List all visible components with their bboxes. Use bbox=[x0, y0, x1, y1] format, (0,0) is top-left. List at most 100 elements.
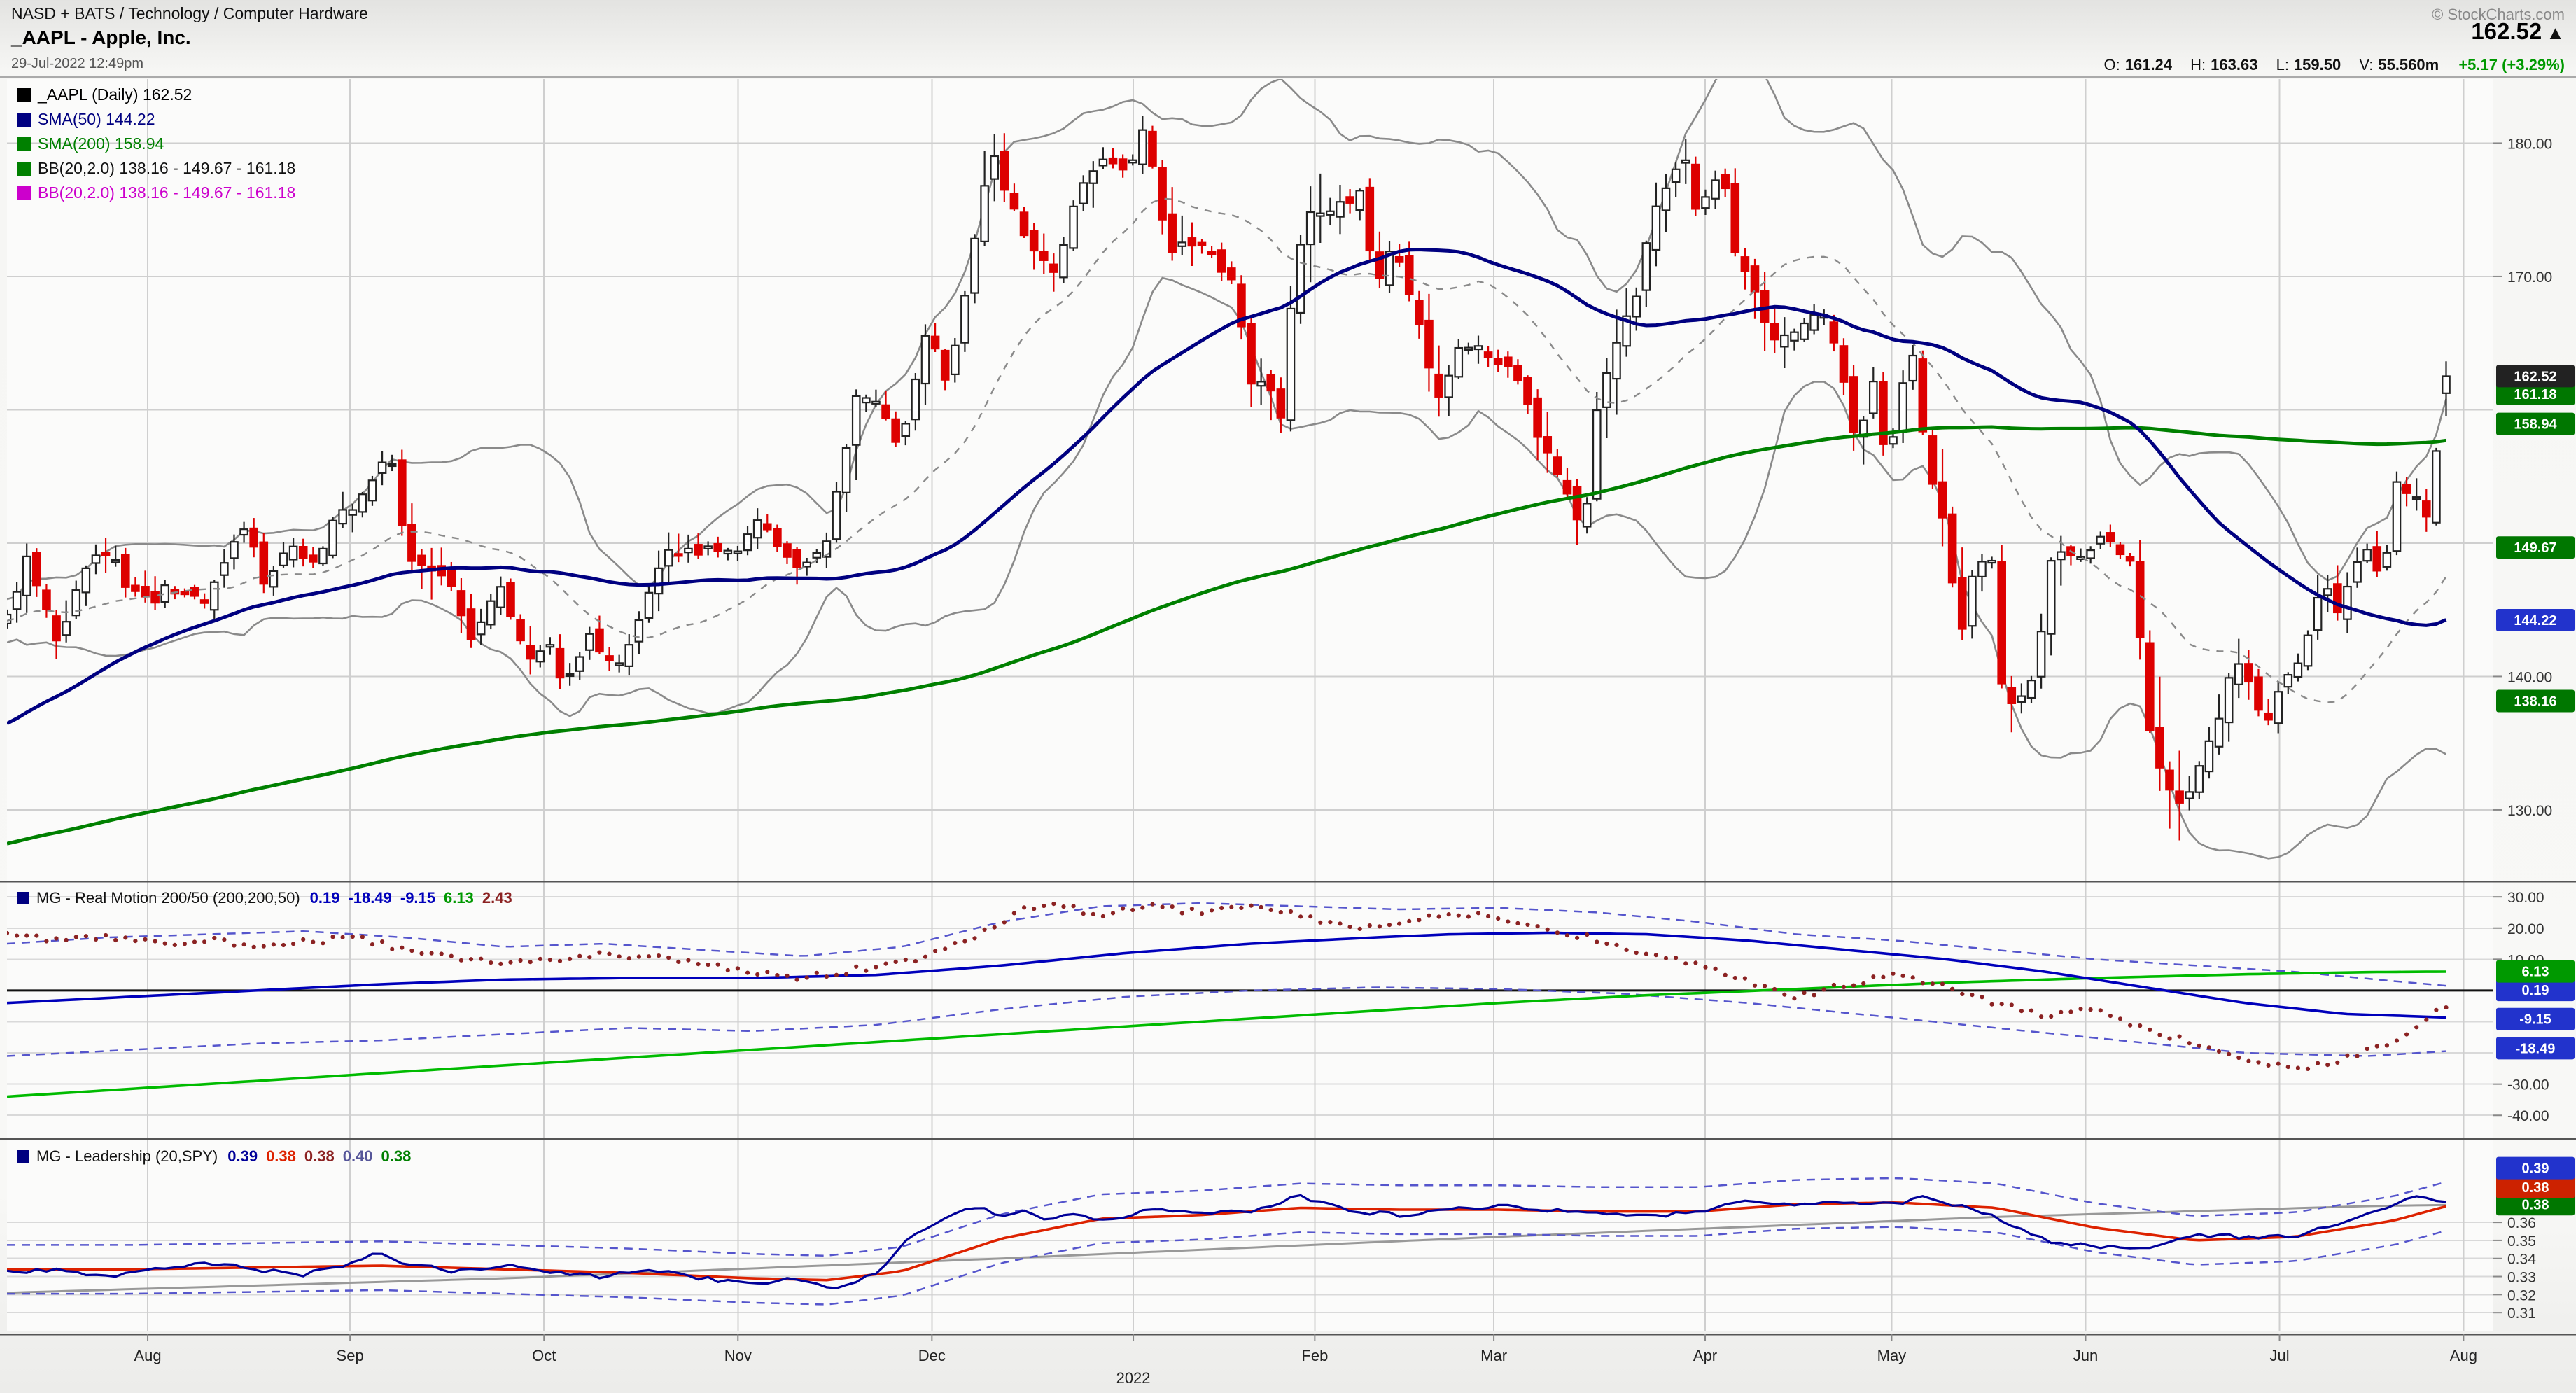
svg-text:170.00: 170.00 bbox=[2507, 270, 2552, 286]
svg-text:140.00: 140.00 bbox=[2507, 669, 2552, 685]
legend-swatch-sma200 bbox=[17, 136, 31, 151]
legend-label-price: _AAPL (Daily) 162.52 bbox=[38, 85, 192, 104]
plot-background bbox=[7, 79, 2493, 1331]
real-motion-legend: MG - Real Motion 200/50 (200,200,50) 0.1… bbox=[17, 889, 521, 907]
candlestick-series bbox=[7, 115, 2451, 841]
real-motion-value: -18.49 bbox=[348, 889, 392, 906]
leadership-line bbox=[7, 1194, 2446, 1289]
high-value: 163.63 bbox=[2211, 56, 2258, 74]
svg-text:144.22: 144.22 bbox=[2514, 613, 2556, 629]
svg-text:0.34: 0.34 bbox=[2507, 1252, 2536, 1268]
svg-text:May: May bbox=[1877, 1347, 1907, 1364]
svg-text:0.33: 0.33 bbox=[2507, 1270, 2536, 1286]
svg-text:Mar: Mar bbox=[1480, 1347, 1507, 1364]
svg-text:0.35: 0.35 bbox=[2507, 1233, 2536, 1250]
low-value: 159.50 bbox=[2293, 56, 2342, 74]
svg-text:162.52: 162.52 bbox=[2514, 369, 2556, 384]
legend-swatch-price bbox=[17, 88, 31, 102]
svg-text:0.38: 0.38 bbox=[2522, 1180, 2549, 1196]
ohlcv-row: O: 161.24 H: 163.63 L: 159.50 V: 55.560m +5.… bbox=[2104, 56, 2566, 74]
svg-text:Dec: Dec bbox=[918, 1347, 946, 1364]
copyright-link[interactable]: © StockCharts.com bbox=[2432, 6, 2565, 23]
main-chart-legend: _AAPL (Daily) 162.52 SMA(50) 144.22 SMA(… bbox=[17, 83, 295, 205]
svg-text:130.00: 130.00 bbox=[2507, 803, 2552, 819]
legend-row-sma50: SMA(50) 144.22 bbox=[17, 107, 295, 132]
sma50-line bbox=[7, 247, 2447, 725]
bollinger-lower-band bbox=[7, 276, 2447, 860]
legend-label-bb1: BB(20,2.0) 138.16 - 149.67 - 161.18 bbox=[38, 159, 296, 177]
svg-text:Aug: Aug bbox=[134, 1347, 161, 1364]
bollinger-upper-band bbox=[7, 79, 2447, 601]
volume-label: V: bbox=[2359, 56, 2374, 74]
symbol-title: _AAPL - Apple, Inc. bbox=[11, 27, 191, 48]
price-up-arrow-icon: ▲ bbox=[2546, 22, 2565, 43]
gridlines bbox=[7, 79, 2493, 1331]
x-axis-labels: Aug Sep Oct Nov Dec Feb Mar Apr May Jun Jul Aug 2022 bbox=[134, 1334, 2477, 1387]
legend-row-bb1: BB(20,2.0) 138.16 - 149.67 - 161.18 bbox=[17, 156, 295, 181]
svg-text:161.18: 161.18 bbox=[2514, 387, 2556, 402]
svg-text:180.00: 180.00 bbox=[2507, 136, 2552, 152]
rm-fast-ma-line bbox=[7, 931, 2446, 1019]
svg-text:Oct: Oct bbox=[532, 1347, 556, 1364]
open-value: 161.24 bbox=[2124, 56, 2173, 74]
leadership-panel bbox=[7, 1177, 2446, 1306]
high-label: H: bbox=[2190, 56, 2206, 74]
sma200-line bbox=[7, 425, 2446, 846]
svg-text:Sep: Sep bbox=[337, 1347, 364, 1364]
legend-label-sma50: SMA(50) 144.22 bbox=[38, 110, 155, 128]
axis-price-tags: 138.16 144.22 149.67 158.94 161.18 162.52 -18.… bbox=[2496, 365, 2575, 1216]
svg-text:Aug: Aug bbox=[2450, 1347, 2477, 1364]
real-motion-value: 2.43 bbox=[482, 889, 512, 906]
rm-upper-band bbox=[7, 902, 2446, 987]
svg-text:-18.49: -18.49 bbox=[2516, 1041, 2556, 1056]
rm-momentum-dots bbox=[7, 902, 2449, 1071]
rm-lower-band bbox=[7, 986, 2446, 1057]
legend-swatch-real-motion bbox=[17, 892, 29, 904]
leadership-value: 0.38 bbox=[266, 1147, 296, 1165]
svg-text:0.31: 0.31 bbox=[2507, 1306, 2536, 1322]
legend-row-bb2: BB(20,2.0) 138.16 - 149.67 - 161.18 bbox=[17, 181, 295, 205]
exchange-breadcrumb: NASD + BATS / Technology / Computer Hard… bbox=[11, 4, 368, 22]
legend-swatch-sma50 bbox=[17, 112, 31, 127]
legend-row-price: _AAPL (Daily) 162.52 bbox=[17, 83, 295, 107]
svg-text:2022: 2022 bbox=[1116, 1369, 1151, 1387]
leadership-value: 0.38 bbox=[381, 1147, 412, 1165]
svg-text:0.19: 0.19 bbox=[2522, 983, 2549, 998]
real-motion-panel bbox=[7, 902, 2493, 1098]
svg-text:0.39: 0.39 bbox=[2522, 1161, 2549, 1177]
leadership-legend-title: MG - Leadership (20,SPY) bbox=[36, 1147, 218, 1165]
legend-label-bb2: BB(20,2.0) 138.16 - 149.67 - 161.18 bbox=[38, 183, 296, 202]
svg-text:0.32: 0.32 bbox=[2507, 1287, 2536, 1303]
low-label: L: bbox=[2276, 56, 2289, 74]
bollinger-middle-band bbox=[7, 197, 2447, 704]
legend-row-sma200: SMA(200) 158.94 bbox=[17, 132, 295, 156]
legend-swatch-bb1 bbox=[17, 161, 31, 176]
legend-label-sma200: SMA(200) 158.94 bbox=[38, 134, 164, 153]
svg-text:20.00: 20.00 bbox=[2507, 921, 2544, 937]
real-motion-value: 6.13 bbox=[444, 889, 474, 906]
svg-text:6.13: 6.13 bbox=[2522, 965, 2549, 980]
volume-value: 55.560m bbox=[2378, 56, 2440, 74]
panel-dividers bbox=[0, 76, 2576, 1336]
chart-timestamp: 29-Jul-2022 12:49pm bbox=[11, 56, 144, 71]
svg-text:138.16: 138.16 bbox=[2514, 694, 2556, 709]
legend-swatch-leadership bbox=[17, 1150, 29, 1163]
svg-text:-30.00: -30.00 bbox=[2507, 1077, 2549, 1093]
leadership-legend: MG - Leadership (20,SPY) 0.39 0.38 0.38 … bbox=[17, 1147, 419, 1166]
last-price-value: 162.52 bbox=[2471, 18, 2542, 44]
open-label: O: bbox=[2104, 56, 2120, 74]
real-motion-value: 0.19 bbox=[309, 889, 340, 906]
leadership-upper-band bbox=[7, 1177, 2446, 1257]
price-panel bbox=[7, 79, 2451, 860]
leadership-ma-line bbox=[7, 1200, 2446, 1282]
rm-slow-ma-line bbox=[7, 970, 2446, 1098]
real-motion-legend-title: MG - Real Motion 200/50 (200,200,50) bbox=[36, 889, 300, 906]
leadership-value: 0.38 bbox=[304, 1147, 335, 1165]
real-motion-value: -9.15 bbox=[400, 889, 436, 906]
svg-text:0.38: 0.38 bbox=[2522, 1197, 2549, 1212]
svg-text:-40.00: -40.00 bbox=[2507, 1108, 2549, 1124]
svg-text:149.67: 149.67 bbox=[2514, 540, 2556, 556]
svg-text:0.36: 0.36 bbox=[2507, 1215, 2536, 1231]
